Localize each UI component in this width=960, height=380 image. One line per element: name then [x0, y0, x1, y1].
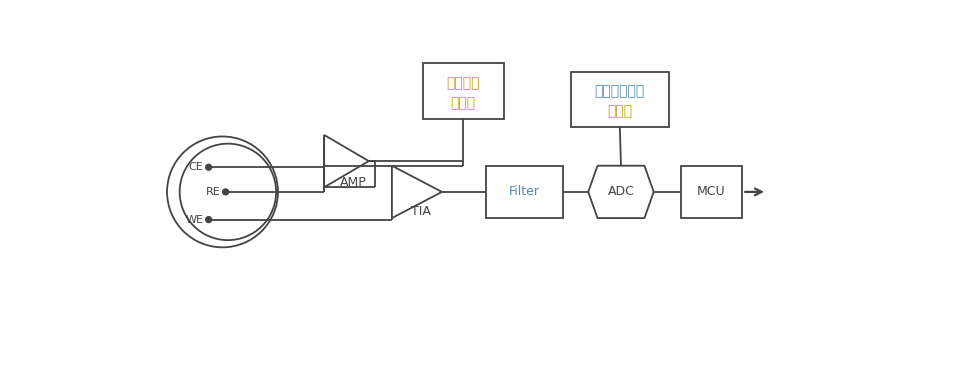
Text: AMP: AMP: [340, 176, 367, 189]
Bar: [570, 72, 669, 127]
Bar: [486, 166, 563, 218]
Bar: [681, 166, 742, 218]
Text: ADC: ADC: [608, 185, 635, 198]
Text: リファレンス: リファレンス: [594, 84, 645, 98]
Bar: [422, 63, 504, 119]
Text: 電圧源: 電圧源: [450, 96, 476, 110]
Circle shape: [223, 189, 228, 195]
Text: WE: WE: [185, 215, 204, 225]
Text: CE: CE: [188, 162, 204, 172]
Text: TIA: TIA: [411, 206, 431, 218]
Text: Filter: Filter: [509, 185, 540, 198]
Text: RE: RE: [205, 187, 220, 197]
Circle shape: [205, 164, 211, 170]
Text: MCU: MCU: [697, 185, 726, 198]
Text: 電圧源: 電圧源: [608, 105, 633, 119]
Circle shape: [205, 217, 211, 223]
Text: バイアス: バイアス: [446, 76, 480, 90]
